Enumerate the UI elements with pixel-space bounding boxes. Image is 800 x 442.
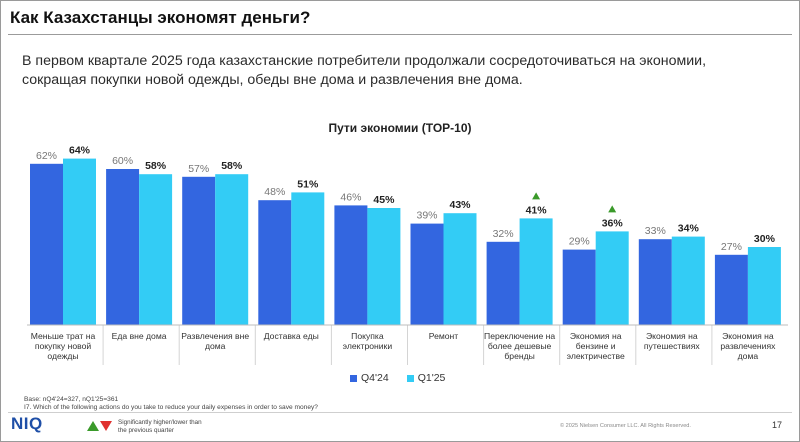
category-label-5-line-0: Ремонт [429, 331, 459, 341]
legend-swatch-q4-24 [350, 374, 357, 382]
category-label-3-line-0: Доставка еды [264, 331, 319, 341]
title-divider [8, 34, 792, 35]
category-label-1-line-0: Еда вне дома [112, 331, 167, 341]
data-label-s1-c4: 45% [373, 194, 395, 206]
sig-up-icon-c6 [532, 192, 541, 200]
data-label-s0-c4: 46% [340, 191, 361, 203]
bar-s0-c3 [258, 200, 292, 325]
data-label-s0-c5: 39% [416, 210, 437, 222]
data-label-s0-c1: 60% [112, 155, 133, 167]
slide-title: Как Казахстанцы экономят деньги? [10, 8, 311, 27]
significance-icon [87, 421, 112, 431]
bar-s1-c0 [63, 158, 96, 325]
bar-s1-c5 [443, 213, 477, 325]
data-label-s1-c9: 30% [754, 233, 776, 245]
page-number: 17 [772, 420, 783, 430]
category-label-4-line-0: Покупка [351, 331, 384, 341]
bar-s0-c8 [638, 239, 672, 325]
data-label-s0-c2: 57% [188, 163, 209, 175]
category-label-2-line-0: Развлечения вне [181, 331, 249, 341]
category-label-8-line-0: Экономия на [646, 331, 698, 341]
sig-up-icon-c7 [608, 205, 617, 213]
category-label-9-line-2: дома [738, 351, 759, 361]
significance-note-line2: the previous quarter [118, 427, 175, 434]
bar-s1-c9 [747, 247, 781, 325]
data-label-s0-c8: 33% [645, 225, 666, 237]
significance-note: Significantly higher/lower than the prev… [118, 419, 202, 435]
copyright: © 2025 Nielsen Consumer LLC. All Rights … [560, 423, 691, 429]
chart-title: Пути экономии (TOP-10) [328, 121, 472, 135]
data-label-s1-c2: 58% [221, 160, 243, 172]
category-label-7-line-0: Экономия на [570, 331, 622, 341]
bar-s1-c2 [215, 174, 249, 325]
data-label-s0-c3: 48% [264, 186, 285, 198]
slide-subtitle: В первом квартале 2025 года казахстански… [22, 53, 707, 88]
data-label-s1-c6: 41% [526, 204, 548, 216]
category-label-8-line-1: путешествиях [644, 341, 700, 351]
legend-item-q4-24: Q4'24 [350, 372, 389, 384]
bar-s0-c1 [106, 169, 140, 325]
category-label-2-line-1: дома [205, 341, 226, 351]
category-label-6-line-0: Переключение на [484, 331, 555, 341]
bar-s1-c3 [291, 192, 325, 325]
significance-note-line1: Significantly higher/lower than [118, 419, 202, 426]
bar-s0-c4 [334, 205, 368, 325]
data-label-s1-c8: 34% [678, 223, 700, 235]
bar-s1-c1 [139, 174, 173, 325]
category-label-9-line-0: Экономия на [722, 331, 774, 341]
niq-logo: NIQ [11, 414, 43, 433]
data-label-s0-c7: 29% [569, 236, 590, 248]
category-label-7-line-1: бензине и [576, 341, 616, 351]
category-label-4-line-1: электроники [343, 341, 393, 351]
category-label-0-line-2: одежды [47, 351, 78, 361]
bar-s1-c7 [595, 231, 629, 325]
bar-s1-c8 [671, 236, 705, 325]
bar-s0-c7 [562, 249, 596, 325]
bar-s0-c6 [486, 241, 520, 325]
category-label-0-line-1: покупку новой [35, 341, 92, 351]
data-label-s1-c1: 58% [145, 160, 167, 172]
chart-legend: Q4'24 Q1'25 [350, 372, 445, 384]
bar-s0-c5 [410, 223, 444, 325]
sig-up-triangle-icon [87, 421, 99, 431]
bar-s0-c0 [30, 163, 63, 325]
bar-s0-c9 [714, 254, 748, 325]
category-label-0-line-0: Меньше трат на [31, 331, 96, 341]
data-label-s1-c7: 36% [602, 217, 624, 229]
category-label-6-line-1: более дешевые [488, 341, 552, 351]
bar-s1-c4 [367, 208, 401, 325]
data-label-s1-c5: 43% [449, 199, 471, 211]
data-label-s1-c0: 64% [69, 145, 91, 157]
data-label-s1-c3: 51% [297, 178, 319, 190]
category-label-7-line-2: электричестве [567, 351, 625, 361]
legend-label-q1-25: Q1'25 [417, 372, 446, 384]
sig-down-triangle-icon [100, 421, 112, 431]
base-note: Base: nQ4'24=327, nQ1'25=361 [24, 396, 119, 403]
category-label-6-line-2: бренды [504, 351, 534, 361]
data-label-s0-c9: 27% [721, 241, 742, 253]
legend-swatch-q1-25 [406, 374, 414, 382]
footer-divider [8, 412, 792, 413]
bar-s1-c6 [519, 218, 553, 325]
category-label-9-line-1: развлечениях [720, 341, 776, 351]
question-note: I7. Which of the following actions do yo… [24, 404, 318, 411]
legend-item-q1-25: Q1'25 [406, 372, 446, 384]
legend-label-q4-24: Q4'24 [361, 372, 389, 384]
bar-s0-c2 [182, 176, 216, 325]
data-label-s0-c0: 62% [36, 150, 57, 162]
data-label-s0-c6: 32% [493, 228, 514, 240]
